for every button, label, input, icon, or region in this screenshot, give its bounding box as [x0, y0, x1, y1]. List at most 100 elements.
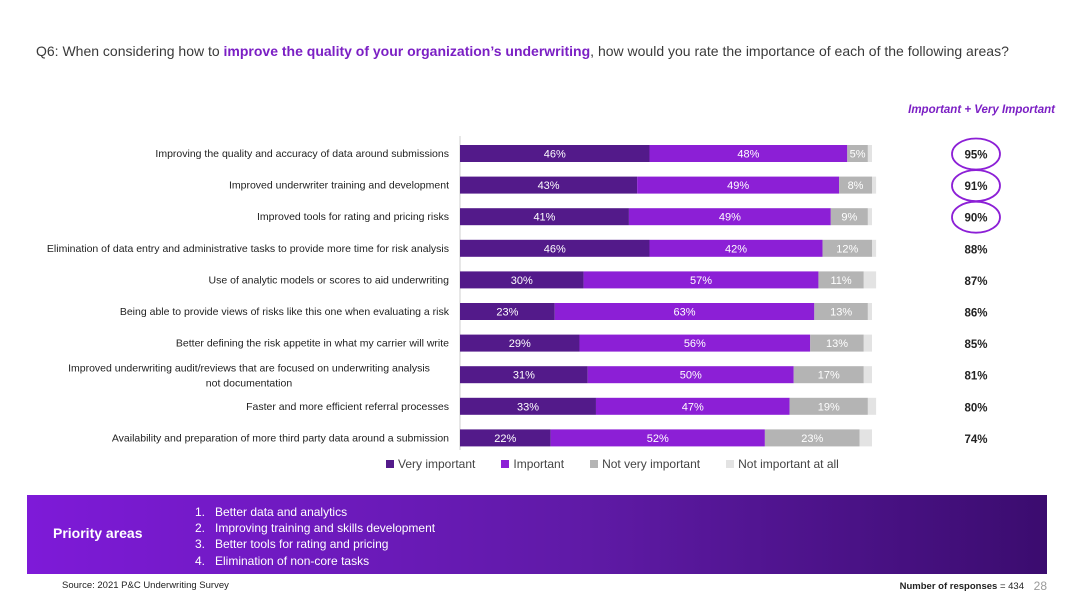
- data-label: 13%: [826, 338, 848, 350]
- category-label: Improving the quality and accuracy of da…: [155, 148, 449, 160]
- priority-item: 4. Elimination of non-core tasks: [195, 553, 435, 569]
- bar-segment: [830, 208, 868, 226]
- data-label: 50%: [680, 370, 702, 382]
- data-label: 49%: [719, 212, 741, 224]
- legend-swatch: [726, 460, 735, 468]
- responses-label: Number of responses: [899, 581, 998, 592]
- priority-item-text: Better data and analytics: [215, 505, 348, 519]
- data-label: 48%: [737, 149, 759, 161]
- data-label: 43%: [538, 180, 560, 192]
- priority-item-number: 1.: [195, 505, 206, 519]
- bar-segment: [583, 271, 819, 289]
- bar-segment: [872, 176, 877, 194]
- legend-item: Not very important: [590, 457, 700, 471]
- data-label: 31%: [513, 370, 535, 382]
- priority-item: 2. Improving training and skills developm…: [195, 520, 435, 536]
- chart-legend: Very important Important Not very importan…: [386, 456, 865, 472]
- data-label: 29%: [509, 338, 531, 350]
- bar-segment: [637, 176, 840, 194]
- summary-value: 81%: [964, 371, 987, 383]
- bar-segment: [649, 145, 848, 162]
- summary-value: 74%: [964, 434, 987, 446]
- highlight-circle: [951, 200, 1001, 234]
- bar-segment: [460, 176, 638, 194]
- bar-segment: [793, 366, 864, 384]
- bar-segment: [789, 397, 868, 415]
- bar-segment: [460, 208, 629, 226]
- bar-segment: [818, 271, 864, 289]
- data-label: 47%: [682, 401, 704, 413]
- data-label: 9%: [841, 212, 857, 224]
- data-label: 5%: [850, 149, 866, 161]
- bar-segment: [649, 239, 823, 257]
- priority-title: Priority areas: [53, 525, 143, 541]
- bar-segment: [460, 303, 555, 320]
- bar-segment: [587, 366, 794, 384]
- data-label: 17%: [818, 370, 840, 382]
- data-label: 12%: [836, 243, 858, 255]
- summary-header: Important + Very Important: [908, 104, 1055, 116]
- legend-label: Not very important: [602, 457, 701, 471]
- data-label: 30%: [511, 275, 533, 287]
- data-label: 56%: [684, 338, 706, 350]
- legend-label: Not important at all: [738, 457, 839, 471]
- question-highlight: improve the quality of your organization…: [223, 43, 591, 59]
- priority-item: 1. Better data and analytics: [195, 504, 435, 520]
- category-label: Availability and preparation of more thi…: [112, 432, 449, 444]
- bar-segment: [460, 366, 588, 384]
- summary-value: 88%: [964, 244, 987, 256]
- bar-segment: [460, 429, 551, 447]
- bar-segment: [839, 176, 872, 194]
- data-label: 63%: [674, 307, 696, 319]
- data-label: 46%: [544, 243, 566, 255]
- bar-segment: [847, 145, 868, 162]
- bar-segment: [550, 429, 765, 447]
- bar-segment: [810, 334, 864, 352]
- bar-segment: [859, 429, 872, 447]
- question-suffix: , how would you rate the importance of e…: [590, 43, 1009, 59]
- legend-item: Important: [501, 457, 564, 471]
- data-label: 42%: [725, 243, 747, 255]
- responses-value: = 434: [999, 581, 1024, 592]
- priority-list: 1. Better data and analytics 2. Improving …: [195, 504, 435, 569]
- summary-value: 91%: [964, 181, 987, 193]
- data-label: 23%: [801, 433, 823, 445]
- bar-segment: [863, 334, 872, 352]
- data-label: 23%: [496, 307, 518, 319]
- data-label: 46%: [544, 149, 566, 161]
- category-label: Being able to provide views of risks lik…: [120, 306, 450, 318]
- data-label: 41%: [533, 212, 555, 224]
- legend-item: Not important at all: [726, 457, 839, 471]
- category-label: Improved tools for rating and pricing ri…: [257, 211, 449, 223]
- bar-segment: [872, 239, 877, 257]
- data-label: 11%: [830, 275, 851, 287]
- priority-item-text: Better tools for rating and pricing: [215, 537, 389, 552]
- data-label: 19%: [818, 401, 840, 413]
- data-label: 22%: [494, 433, 516, 445]
- bar-segment: [863, 271, 877, 289]
- question-text: Q6: When considering how to improve the …: [36, 42, 1026, 61]
- category-label: Elimination of data entry and administra…: [47, 243, 449, 255]
- category-label: Faster and more efficient referral proce…: [246, 401, 449, 413]
- bar-segment: [867, 303, 872, 320]
- legend-label: Very important: [398, 457, 476, 471]
- legend-item: Very important: [386, 457, 475, 471]
- summary-value: 90%: [964, 213, 987, 225]
- summary-value: 85%: [964, 339, 987, 351]
- summary-value: 95%: [964, 150, 987, 162]
- summary-value: 80%: [964, 402, 987, 414]
- bar-segment: [460, 334, 580, 352]
- category-label: Improved underwriting audit/reviews that…: [68, 363, 430, 390]
- bar-segment: [867, 397, 877, 415]
- bar-segment: [867, 145, 872, 162]
- category-label: Better defining the risk appetite in wha…: [176, 338, 449, 350]
- source-note: Source: 2021 P&C Underwriting Survey: [62, 580, 229, 591]
- priority-item-number: 2.: [195, 521, 206, 536]
- legend-swatch: [501, 460, 510, 468]
- priority-banner: Priority areas 1. Better data and analyti…: [27, 495, 1047, 574]
- data-label: 13%: [830, 307, 852, 319]
- page-number: 28: [1033, 579, 1047, 593]
- stacked-bar-chart: Improving the quality and accuracy of da…: [47, 136, 1001, 450]
- question-prefix: Q6: When considering how to: [36, 43, 224, 59]
- data-label: 8%: [848, 180, 864, 192]
